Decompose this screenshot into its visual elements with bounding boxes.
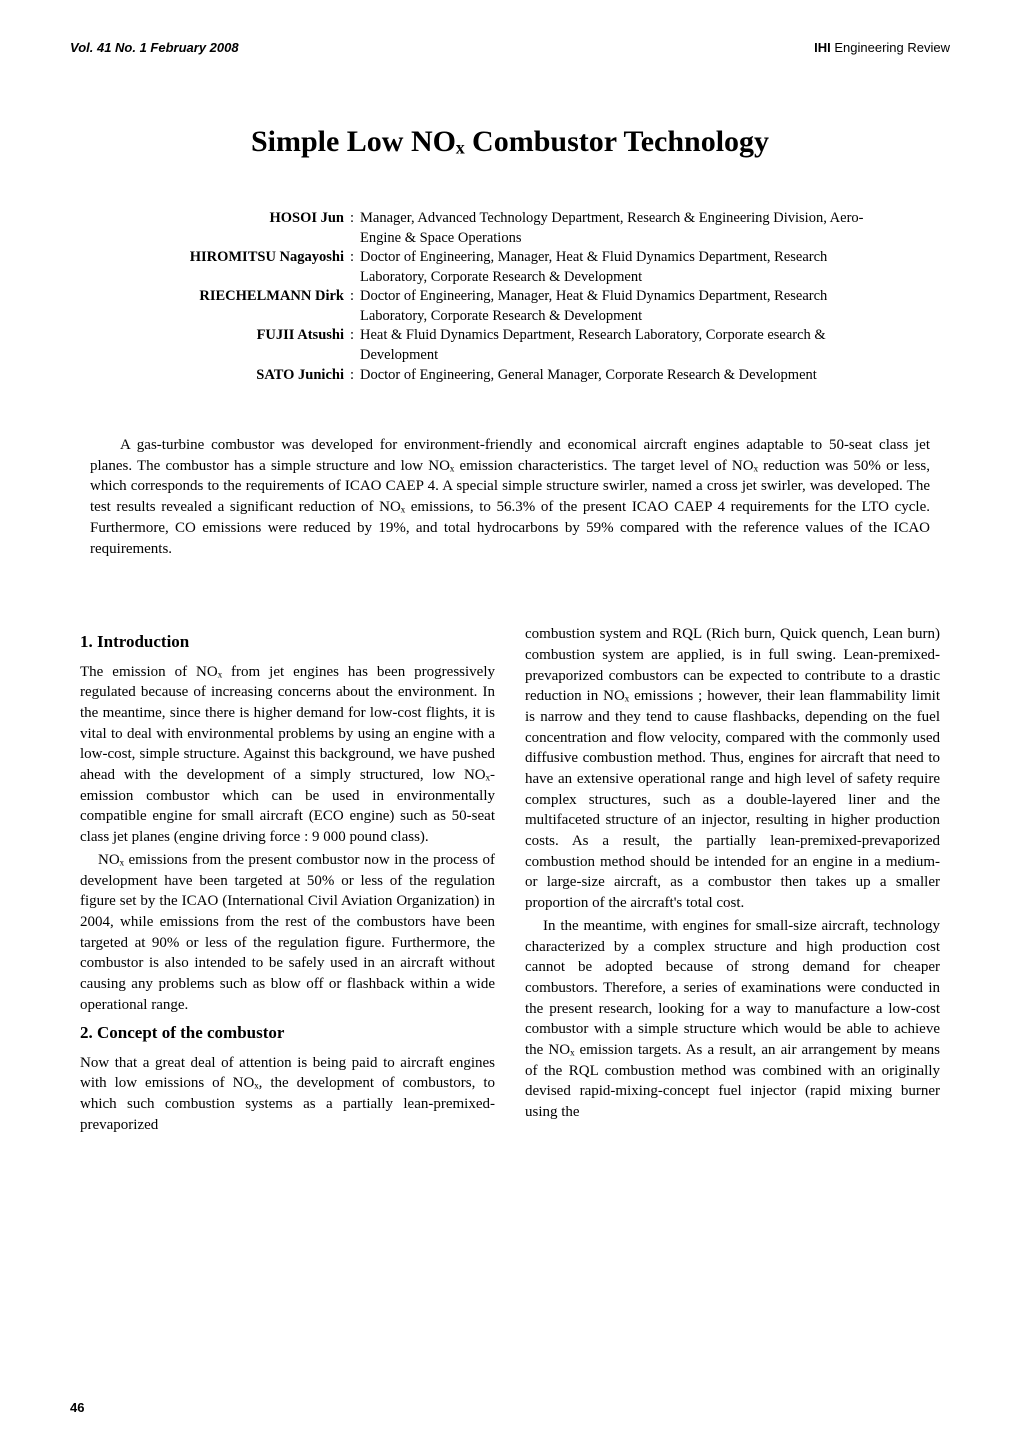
author-colon: : (350, 326, 360, 365)
paragraph: Now that a great deal of attention is be… (80, 1053, 495, 1136)
author-colon: : (350, 209, 360, 248)
section-heading-1: 1. Introduction (80, 630, 495, 653)
page: Vol. 41 No. 1 February 2008 IHI Engineer… (0, 0, 1020, 1443)
header-left: Vol. 41 No. 1 February 2008 (70, 40, 239, 55)
author-row: HIROMITSU Nagayoshi : Doctor of Engineer… (130, 248, 890, 287)
author-name: SATO Junichi (130, 366, 350, 386)
author-colon: : (350, 366, 360, 386)
paragraph: NOₓ emissions from the present combustor… (80, 850, 495, 1016)
author-row: RIECHELMANN Dirk : Doctor of Engineering… (130, 287, 890, 326)
author-name: HOSOI Jun (130, 209, 350, 248)
author-colon: : (350, 287, 360, 326)
page-number: 46 (70, 1400, 84, 1415)
body-columns: 1. Introduction The emission of NOₓ from… (80, 624, 940, 1137)
author-desc: Doctor of Engineering, General Manager, … (360, 366, 890, 386)
abstract-text: A gas-turbine combustor was developed fo… (90, 435, 930, 559)
column-left: 1. Introduction The emission of NOₓ from… (80, 624, 495, 1137)
author-name: FUJII Atsushi (130, 326, 350, 365)
author-name: RIECHELMANN Dirk (130, 287, 350, 326)
header-right-rest: Engineering Review (831, 40, 950, 55)
paragraph: combustion system and RQL (Rich burn, Qu… (525, 624, 940, 914)
column-right: combustion system and RQL (Rich burn, Qu… (525, 624, 940, 1137)
paper-title: Simple Low NOₓ Combustor Technology (70, 125, 950, 159)
author-block: HOSOI Jun : Manager, Advanced Technology… (130, 209, 890, 385)
header-right: IHI Engineering Review (814, 40, 950, 55)
author-desc: Doctor of Engineering, Manager, Heat & F… (360, 287, 890, 326)
author-name: HIROMITSU Nagayoshi (130, 248, 350, 287)
author-colon: : (350, 248, 360, 287)
author-desc: Manager, Advanced Technology Department,… (360, 209, 890, 248)
header-right-bold: IHI (814, 40, 831, 55)
paragraph: The emission of NOₓ from jet engines has… (80, 662, 495, 848)
running-header: Vol. 41 No. 1 February 2008 IHI Engineer… (70, 40, 950, 55)
paragraph: In the meantime, with engines for small-… (525, 916, 940, 1123)
author-desc: Heat & Fluid Dynamics Department, Resear… (360, 326, 890, 365)
section-heading-2: 2. Concept of the combustor (80, 1021, 495, 1044)
author-row: SATO Junichi : Doctor of Engineering, Ge… (130, 366, 890, 386)
author-desc: Doctor of Engineering, Manager, Heat & F… (360, 248, 890, 287)
author-row: FUJII Atsushi : Heat & Fluid Dynamics De… (130, 326, 890, 365)
abstract: A gas-turbine combustor was developed fo… (90, 435, 930, 559)
author-row: HOSOI Jun : Manager, Advanced Technology… (130, 209, 890, 248)
